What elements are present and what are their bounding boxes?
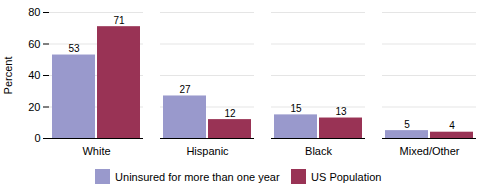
svg-text:Black: Black [305,145,332,157]
svg-text:71: 71 [113,15,125,26]
svg-text:Percent: Percent [2,57,14,95]
svg-text:40: 40 [28,69,40,81]
svg-text:20: 20 [28,101,40,113]
svg-text:Mixed/Other: Mixed/Other [400,145,460,157]
svg-text:60: 60 [28,38,40,50]
svg-text:13: 13 [335,106,347,117]
svg-text:80: 80 [28,6,40,18]
svg-text:0: 0 [34,132,40,144]
svg-text:12: 12 [224,108,236,119]
html-text:US Population: US Population [311,170,382,183]
svg-text:4: 4 [449,120,455,131]
svg-text:Hispanic: Hispanic [186,145,229,157]
html-text:Uninsured for more than one ye: Uninsured for more than one year [115,170,280,183]
svg-text:53: 53 [68,43,80,54]
svg-text:27: 27 [179,84,191,95]
svg-text:White: White [82,145,110,157]
svg-text:15: 15 [290,103,302,114]
svg-text:5: 5 [404,119,410,130]
